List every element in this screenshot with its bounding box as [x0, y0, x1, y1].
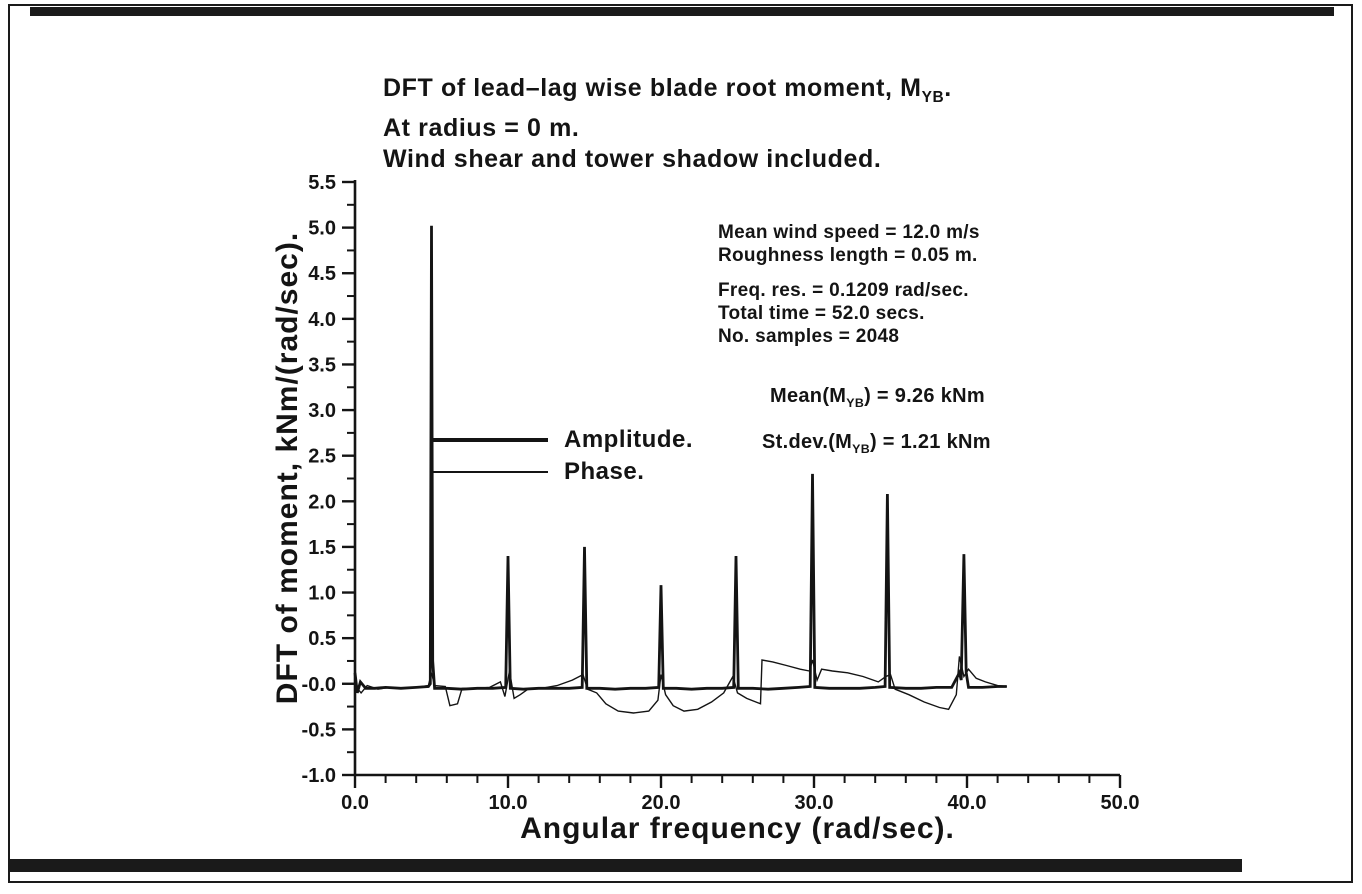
y-tick-label: 3.5 [308, 354, 336, 376]
chart-title: DFT of lead–lag wise blade root moment, … [383, 73, 952, 113]
info-roughness-length: Roughness length = 0.05 m. [718, 245, 978, 266]
scan-artifact-bottom-bar [10, 859, 1242, 872]
stat-mean-moment: Mean(MYB) = 9.26 kNm [770, 385, 985, 410]
x-tick-label: 30.0 [795, 792, 834, 814]
info-frequency-resolution: Freq. res. = 0.1209 rad/sec. [718, 280, 969, 301]
info-sample-count: No. samples = 2048 [718, 326, 900, 347]
stat-stdev-subscript: YB [852, 442, 870, 456]
info-spacer [718, 267, 980, 279]
x-axis-label: Angular frequency (rad/sec). [520, 812, 955, 845]
stat-stdev-value: ) = 1.21 kNm [869, 431, 991, 453]
y-tick-label: -1.0 [302, 765, 336, 787]
x-tick-label: 50.0 [1101, 792, 1140, 814]
x-tick-label: 0.0 [341, 792, 369, 814]
y-tick-label: 4.5 [308, 263, 336, 285]
simulation-info: Mean wind speed = 12.0 m/s Roughness len… [718, 221, 980, 348]
chart-title-subscript: YB [921, 89, 945, 106]
y-tick-label: 5.0 [308, 218, 336, 240]
chart-title-text: DFT of lead–lag wise blade root moment, … [383, 74, 922, 102]
legend-item-amplitude: Amplitude. [430, 424, 693, 456]
y-tick-label: 1.0 [308, 583, 336, 605]
y-tick-label: 4.0 [308, 309, 336, 331]
chart-subtitle-conditions: Wind shear and tower shadow included. [383, 145, 882, 173]
amplitude-series-line [353, 225, 1007, 694]
stat-mean-pre: Mean(M [770, 385, 847, 407]
chart-title-period: . [944, 74, 952, 102]
legend-label-amplitude: Amplitude. [564, 426, 693, 453]
y-tick-label: 2.0 [308, 491, 336, 513]
y-tick-label: 3.0 [308, 400, 336, 422]
figure-border [8, 4, 1353, 883]
y-tick-label: 2.5 [308, 446, 336, 468]
x-tick-label: 20.0 [642, 792, 681, 814]
stat-mean-value: ) = 9.26 kNm [864, 385, 985, 407]
stat-stdev-moment: St.dev.(MYB) = 1.21 kNm [762, 431, 991, 456]
stat-stdev-pre: St.dev.(M [762, 431, 853, 453]
legend-item-phase: Phase. [430, 456, 693, 488]
chart-title-block: DFT of lead–lag wise blade root moment, … [383, 73, 952, 175]
y-axis-label: DFT of moment, kNm/(rad/sec). [271, 231, 304, 705]
legend-label-phase: Phase. [564, 458, 645, 485]
info-total-time: Total time = 52.0 secs. [718, 303, 925, 324]
x-tick-label: 40.0 [948, 792, 987, 814]
y-tick-label: -0.0 [302, 674, 336, 696]
info-mean-wind-speed: Mean wind speed = 12.0 m/s [718, 222, 980, 243]
scan-artifact-top-bar [30, 7, 1334, 16]
amplitude-line-sample [430, 438, 548, 442]
phase-line-sample [430, 471, 548, 473]
phase-series-line [354, 656, 1007, 714]
y-tick-label: 0.5 [308, 628, 336, 650]
chart-subtitle-radius: At radius = 0 m. [383, 114, 580, 142]
y-tick-label: 1.5 [308, 537, 336, 559]
legend: Amplitude. Phase. [430, 424, 693, 488]
stat-mean-subscript: YB [846, 396, 865, 410]
y-tick-label: -0.5 [302, 719, 336, 741]
y-tick-label: 5.5 [308, 172, 336, 194]
x-tick-label: 10.0 [489, 792, 528, 814]
